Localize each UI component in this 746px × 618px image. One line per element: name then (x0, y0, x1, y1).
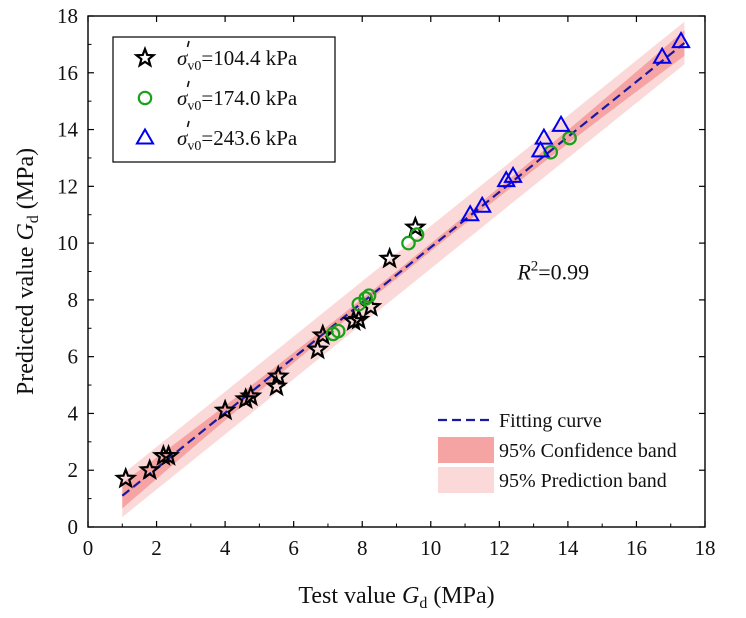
legend-fit-label: Fitting curve (499, 410, 602, 432)
legend-label: σv0=243.6 kPa (177, 126, 298, 154)
fitting-curve (121, 42, 686, 497)
legend-marker-circle (137, 90, 153, 106)
data-point-triangle (460, 204, 481, 222)
data-point-triangle (472, 195, 492, 213)
x-tick-label: 12 (489, 536, 510, 560)
data-point-triangle (530, 140, 551, 158)
x-tick-label: 6 (288, 536, 299, 560)
y-tick-label: 12 (57, 174, 78, 198)
confidence-band (122, 30, 685, 509)
data-point-star (138, 458, 162, 481)
r-squared-annotation: R2=0.99 (516, 259, 589, 285)
fit-layer (121, 42, 686, 497)
y-tick-label: 18 (57, 4, 78, 28)
legend-label: σv0=104.4 kPa (177, 46, 298, 74)
data-point-triangle (496, 170, 516, 188)
x-tick-label: 0 (83, 536, 94, 560)
bands (122, 21, 685, 518)
y-tick-label: 8 (68, 288, 79, 312)
legend-marker-triangle (135, 127, 155, 145)
x-tick-label: 14 (557, 536, 579, 560)
data-point-circle (358, 291, 373, 306)
data-point-star (347, 307, 371, 330)
series-legend: σv0=104.4 kPa σv0=174.0 kPa σv0=243.6 kPa (112, 36, 336, 163)
data-point-circle (330, 323, 346, 339)
data-point-triangle (551, 114, 571, 132)
y-tick-label: 6 (68, 345, 79, 369)
y-tick-label: 16 (57, 61, 78, 85)
x-tick-label: 10 (420, 536, 441, 560)
data-point-star (378, 246, 402, 269)
data-point-circle (543, 144, 559, 160)
data-point-star (311, 323, 335, 346)
x-tick-label: 4 (220, 536, 231, 560)
prime-mark (186, 80, 190, 88)
x-tick-label: 8 (357, 536, 368, 560)
y-tick-label: 4 (68, 401, 79, 425)
data-point-star (213, 398, 237, 421)
legend-label: σv0=174.0 kPa (177, 86, 298, 114)
y-tick-label: 10 (57, 231, 78, 255)
data-point-triangle (652, 46, 672, 64)
markers (114, 31, 691, 489)
x-tick-label: 18 (695, 536, 716, 560)
data-point-triangle (534, 127, 554, 145)
prime-mark (186, 40, 190, 48)
x-tick-label: 2 (151, 536, 162, 560)
data-point-triangle (503, 165, 523, 183)
data-point-star (157, 443, 181, 466)
x-axis-title: Test value Gd (MPa) (298, 583, 494, 612)
legend-confidence-label: 95% Confidence band (499, 440, 677, 462)
legend-marker-star (133, 45, 157, 68)
y-axis-title: Predicted value Gd (MPa) (13, 148, 42, 395)
data-point-circle (361, 288, 377, 303)
data-point-star (239, 384, 263, 407)
data-point-circle (409, 227, 425, 242)
prime-mark (186, 120, 190, 128)
data-point-triangle (671, 31, 691, 49)
x-tick-label: 16 (626, 536, 647, 560)
axes: 0 2 4 6 8 10 12 14 16 18 0 2 4 6 8 10 12 14 16 18 Test value… (13, 4, 716, 612)
data-point-star (306, 337, 330, 360)
band-legend: Fitting curve 95% Confidence band 95% Pred… (438, 410, 677, 493)
y-tick-label: 0 (68, 515, 79, 539)
data-point-star (114, 466, 138, 489)
data-point-circle (562, 130, 577, 146)
legend-confidence-swatch (438, 437, 494, 463)
y-tick-label: 14 (57, 118, 79, 142)
y-tick-label: 2 (68, 458, 79, 482)
data-point-circle (401, 235, 416, 251)
data-point-star (266, 364, 290, 387)
data-point-star (403, 215, 427, 238)
legend-prediction-swatch (438, 467, 494, 493)
legend-prediction-label: 95% Prediction band (499, 470, 667, 492)
r-squared-text: R2=0.99 (516, 259, 589, 285)
